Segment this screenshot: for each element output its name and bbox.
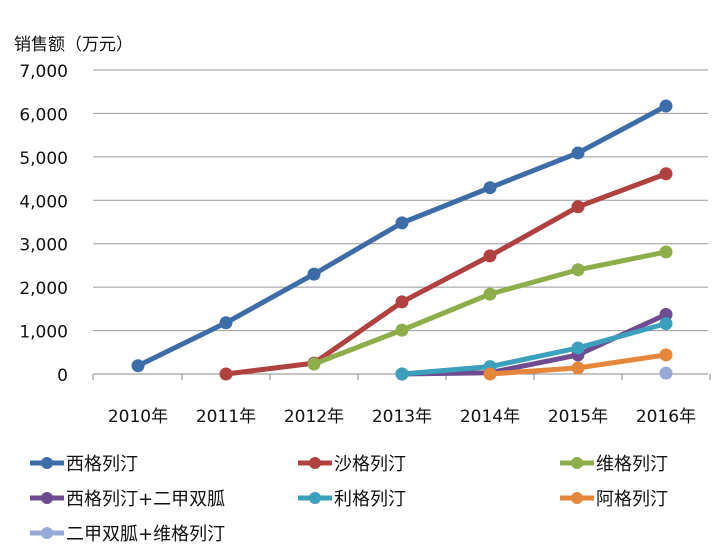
x-tick-label: 2013年	[372, 407, 432, 427]
legend-marker	[41, 527, 53, 539]
legend-label: 沙格列汀	[334, 454, 406, 475]
y-tick-label: 1,000	[19, 323, 68, 343]
data-point	[483, 249, 497, 263]
y-tick-label: 6,000	[19, 105, 68, 125]
legend-label: 利格列汀	[334, 489, 406, 510]
x-tick-label: 2016年	[636, 407, 696, 427]
data-point	[395, 367, 409, 381]
legend-label: 西格列汀+二甲双胍	[66, 489, 225, 510]
data-point	[659, 99, 673, 113]
x-tick-label: 2015年	[548, 407, 608, 427]
y-tick-label: 5,000	[19, 149, 68, 169]
data-point	[395, 295, 409, 309]
data-point	[659, 245, 673, 259]
data-point	[571, 361, 585, 375]
legend-marker	[571, 492, 583, 504]
data-point	[659, 317, 673, 331]
data-point	[483, 367, 497, 381]
data-point	[395, 216, 409, 230]
legend-label: 阿格列汀	[596, 489, 668, 510]
legend-marker	[571, 457, 583, 469]
data-point	[571, 341, 585, 355]
series-line-2	[313, 249, 667, 367]
data-point	[571, 263, 585, 277]
legend-label: 维格列汀	[596, 454, 668, 475]
legend-label: 二甲双胍+维格列汀	[66, 524, 225, 545]
data-point	[571, 146, 585, 160]
x-tick-label: 2010年	[108, 407, 168, 427]
data-point	[483, 181, 497, 195]
y-tick-label: 4,000	[19, 192, 68, 212]
series-line-1	[225, 171, 667, 377]
legend-marker	[309, 492, 321, 504]
data-point	[395, 323, 409, 337]
legend-marker	[41, 492, 53, 504]
data-point	[571, 200, 585, 214]
legend-marker	[41, 457, 53, 469]
data-point	[659, 366, 673, 380]
legend-marker	[309, 457, 321, 469]
data-point	[659, 308, 673, 322]
y-tick-label: 7,000	[19, 62, 68, 82]
y-axis-label: 销售额（万元）	[14, 35, 133, 55]
x-tick-label: 2014年	[460, 407, 520, 427]
x-tick-label: 2012年	[284, 407, 344, 427]
data-point	[307, 267, 321, 281]
data-point	[219, 316, 233, 330]
data-point	[659, 167, 673, 181]
x-tick-label: 2011年	[196, 407, 256, 427]
data-point	[483, 287, 497, 301]
data-point	[219, 367, 233, 381]
y-tick-label: 0	[57, 366, 68, 386]
series-line-4	[401, 321, 667, 377]
data-point	[659, 348, 673, 362]
y-tick-label: 2,000	[19, 279, 68, 299]
y-tick-label: 3,000	[19, 236, 68, 256]
legend-label: 西格列汀	[66, 454, 138, 475]
data-point	[307, 357, 321, 371]
series-line-3	[401, 312, 668, 377]
data-point	[131, 359, 145, 373]
